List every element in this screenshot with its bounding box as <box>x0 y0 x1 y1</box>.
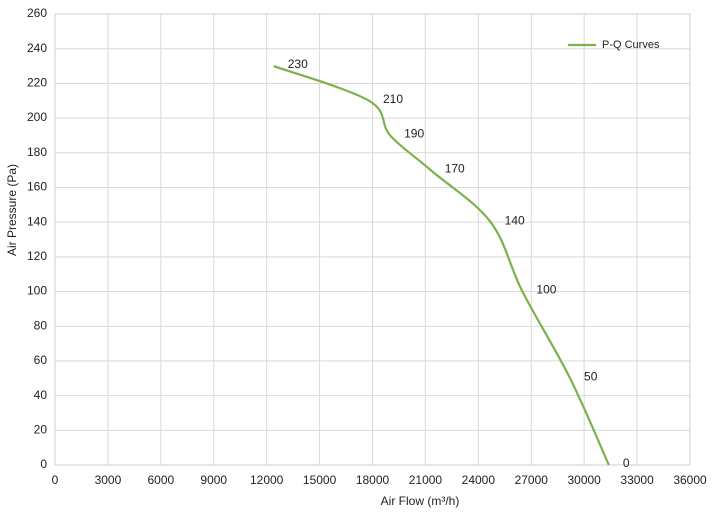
y-tick-label: 240 <box>27 41 47 55</box>
y-tick-label: 20 <box>34 422 48 436</box>
y-tick-label: 40 <box>34 388 48 402</box>
y-tick-label: 100 <box>27 284 47 298</box>
series-line <box>273 65 610 466</box>
data-label: 210 <box>383 92 403 106</box>
x-tick-label: 36000 <box>673 473 707 487</box>
data-label: 190 <box>404 127 424 141</box>
y-tick-label: 180 <box>27 145 47 159</box>
x-tick-label: 9000 <box>200 473 227 487</box>
y-tick-label: 220 <box>27 76 47 90</box>
x-tick-label: 21000 <box>409 473 443 487</box>
y-tick-label: 60 <box>34 353 48 367</box>
x-tick-label: 3000 <box>95 473 122 487</box>
x-tick-label: 24000 <box>462 473 496 487</box>
y-tick-label: 140 <box>27 214 47 228</box>
y-tick-label: 0 <box>40 457 47 471</box>
data-label: 50 <box>584 369 598 383</box>
x-axis-label: Air Flow (m³/h) <box>381 494 460 508</box>
x-tick-label: 12000 <box>250 473 284 487</box>
data-label: 170 <box>445 161 465 175</box>
data-label: 100 <box>536 283 556 297</box>
y-tick-label: 80 <box>34 318 48 332</box>
legend-label: P-Q Curves <box>602 39 660 51</box>
x-tick-label: 18000 <box>356 473 390 487</box>
x-tick-label: 30000 <box>567 473 601 487</box>
y-tick-label: 120 <box>27 249 47 263</box>
x-tick-label: 27000 <box>515 473 549 487</box>
y-tick-label: 260 <box>27 6 47 20</box>
x-tick-label: 33000 <box>620 473 654 487</box>
x-tick-label: 6000 <box>147 473 174 487</box>
x-tick-label: 15000 <box>303 473 337 487</box>
data-label: 230 <box>288 57 308 71</box>
data-label: 140 <box>505 213 525 227</box>
y-axis-label: Air Pressure (Pa) <box>5 164 19 256</box>
plot-border <box>54 13 691 466</box>
x-tick-label: 0 <box>52 473 59 487</box>
data-label: 0 <box>623 456 630 470</box>
y-tick-label: 160 <box>27 180 47 194</box>
y-tick-label: 200 <box>27 110 47 124</box>
